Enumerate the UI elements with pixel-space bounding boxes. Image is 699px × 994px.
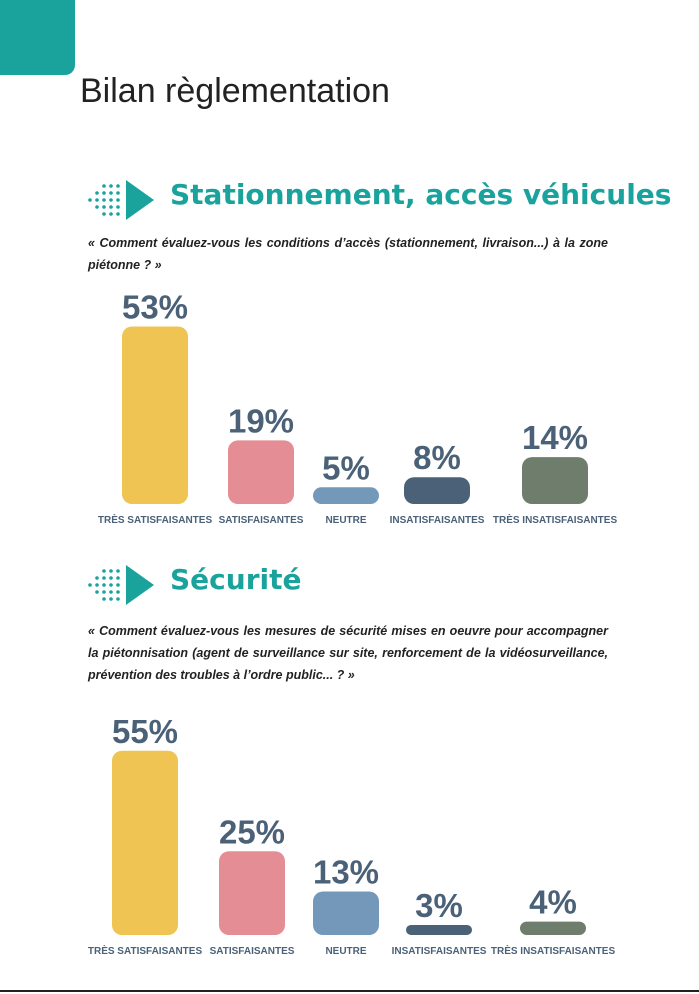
value-label: 19%: [228, 402, 294, 439]
icon-dot: [102, 597, 106, 601]
bar: [406, 924, 472, 935]
icon-dot: [109, 597, 113, 601]
category-label: SATISFAISANTES: [210, 946, 295, 957]
icon-dot: [95, 583, 99, 587]
bar: [219, 851, 285, 935]
icon-dot: [95, 576, 99, 580]
icon-dot: [102, 583, 106, 587]
bar: [112, 750, 178, 935]
icon-dot: [102, 212, 106, 216]
icon-dot: [95, 590, 99, 594]
value-label: 53%: [122, 288, 188, 325]
icon-dot: [116, 590, 120, 594]
value-label: 4%: [529, 884, 577, 921]
icon-dot: [109, 576, 113, 580]
category-label: SATISFAISANTES: [219, 515, 304, 526]
icon-dot: [95, 198, 99, 202]
icon-dot: [102, 205, 106, 209]
value-label: 25%: [219, 813, 285, 850]
corner-tab: [0, 0, 75, 75]
icon-dot: [102, 198, 106, 202]
icon-dot: [95, 191, 99, 195]
bottom-rule: [0, 990, 699, 992]
question: « Comment évaluez-vous les conditions d’…: [88, 236, 608, 272]
icon-dot: [109, 198, 113, 202]
bar: [313, 891, 379, 935]
icon-dot: [116, 569, 120, 573]
value-label: 14%: [522, 419, 588, 456]
icon-dot: [95, 205, 99, 209]
icon-dot: [116, 576, 120, 580]
icon-arrow: [126, 565, 154, 605]
icon-dot: [102, 191, 106, 195]
section-icon: [88, 565, 154, 605]
icon-dot: [116, 198, 120, 202]
bar: [228, 440, 294, 504]
category-label: TRÈS INSATISFAISANTES: [493, 513, 618, 526]
value-label: 8%: [413, 439, 461, 476]
icon-dot: [102, 184, 106, 188]
icon-dot: [109, 569, 113, 573]
icon-dot: [116, 191, 120, 195]
category-label: INSATISFAISANTES: [390, 515, 485, 526]
category-label: INSATISFAISANTES: [392, 946, 487, 957]
bar: [522, 457, 588, 504]
bar: [313, 487, 379, 504]
bar: [404, 477, 470, 504]
icon-dot: [109, 583, 113, 587]
icon-dot: [109, 184, 113, 188]
icon-dot: [109, 590, 113, 594]
bar: [122, 326, 188, 504]
category-label: NEUTRE: [325, 515, 366, 526]
chart: 53% TRÈS SATISFAISANTES 19% SATISFAISANTES 5…: [98, 288, 618, 526]
icon-dot: [102, 569, 106, 573]
icon-dot: [109, 205, 113, 209]
icon-dot: [116, 184, 120, 188]
chart: 55% TRÈS SATISFAISANTES 25% SATISFAISANTES 1…: [88, 713, 616, 957]
category-label: TRÈS INSATISFAISANTES: [491, 944, 616, 957]
icon-dot: [88, 583, 92, 587]
value-label: 5%: [322, 449, 370, 486]
icon-dot: [102, 590, 106, 594]
icon-dot: [102, 576, 106, 580]
icon-dot: [109, 212, 113, 216]
category-label: TRÈS SATISFAISANTES: [98, 513, 213, 526]
icon-dot: [116, 597, 120, 601]
icon-dot: [116, 212, 120, 216]
value-label: 3%: [415, 887, 463, 924]
section-icon: [88, 180, 154, 220]
category-label: TRÈS SATISFAISANTES: [88, 944, 203, 957]
icon-dot: [116, 583, 120, 587]
icon-arrow: [126, 180, 154, 220]
value-label: 55%: [112, 713, 178, 750]
section-heading: Sécurité: [170, 563, 302, 596]
page-title: Bilan règlementation: [80, 72, 390, 110]
question: « Comment évaluez-vous les mesures de sé…: [88, 624, 608, 682]
bar: [520, 921, 586, 935]
section-heading: Stationnement, accès véhicules: [170, 178, 672, 211]
icon-dot: [88, 198, 92, 202]
value-label: 13%: [313, 853, 379, 890]
category-label: NEUTRE: [325, 946, 366, 957]
icon-dot: [116, 205, 120, 209]
icon-dot: [109, 191, 113, 195]
